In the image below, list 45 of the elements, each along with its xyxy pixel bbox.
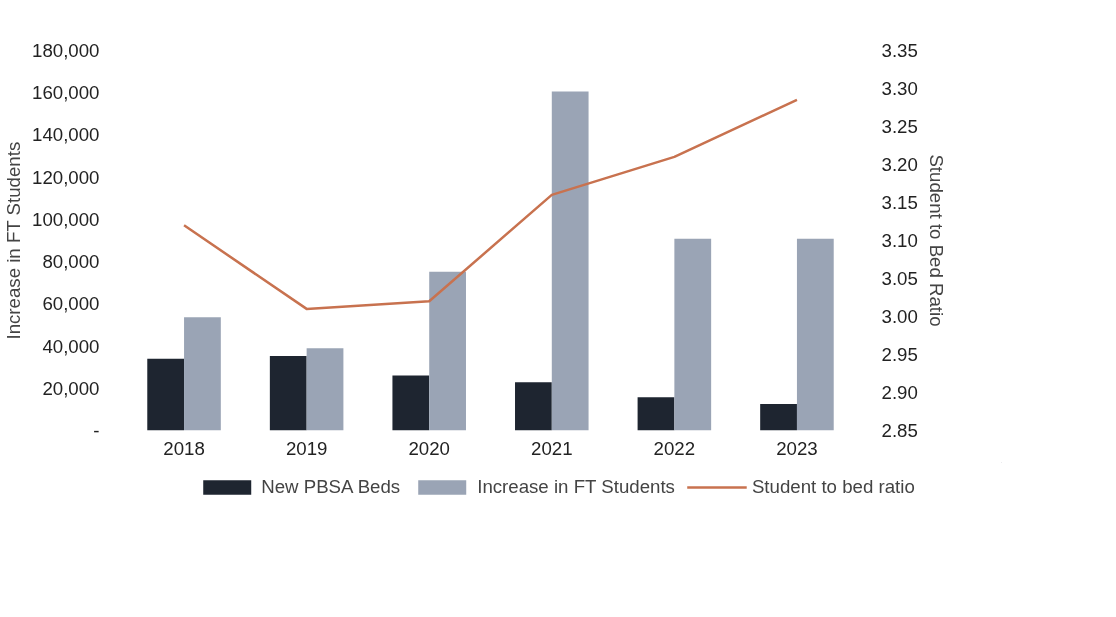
legend-label: Student to bed ratio [751,476,915,498]
y2-tick-label: 2.85 [881,420,918,441]
bar [306,348,344,431]
y-tick-label: 20,000 [42,377,100,399]
y2-tick-label: 3.15 [881,192,918,213]
bar [551,91,589,431]
y-tick-label: 180,000 [32,40,100,61]
y2-tick-label: 3.10 [881,230,918,251]
y2-axis-title: Student to Bed Ratio [925,154,947,327]
bar [184,317,221,431]
y-tick-label: 160,000 [32,82,100,104]
x-tick-label: 2018 [163,437,205,459]
y2-tick-label: 3.05 [881,268,918,289]
y2-tick-label: 2.90 [881,382,918,403]
y2-tick-label: 3.20 [881,154,918,175]
x-tick-label: 2019 [285,437,328,459]
y-tick-label: 120,000 [32,166,100,188]
y-tick-label: 40,000 [42,335,100,357]
y2-tick-label: 3.35 [881,40,918,61]
bar [269,355,307,431]
bar [515,382,552,431]
x-tick-label: 2022 [653,437,696,459]
y2-tick-label: 2.95 [881,344,918,365]
bar [147,358,185,431]
bar [674,238,712,431]
y-tick-label: 80,000 [42,251,100,273]
y-tick-label: - [93,420,100,441]
bar [392,375,430,431]
y-tick-label: 140,000 [32,124,100,146]
y-tick-label: 60,000 [42,293,100,315]
y-axis-title: Increase in FT Students [3,141,25,340]
bar [796,238,834,431]
x-tick-label: 2020 [408,437,450,459]
x-tick-label: 2021 [531,437,573,459]
bar [637,397,675,431]
y-tick-label: 100,000 [32,208,100,230]
legend-label: New PBSA Beds [261,476,401,498]
line-series [182,98,799,311]
y2-tick-label: 3.25 [881,116,918,137]
x-tick-label: 2023 [776,437,818,459]
y2-tick-label: 3.30 [881,78,918,99]
y2-tick-label: 3.00 [881,306,918,327]
legend-label: Increase in FT Students [477,476,675,498]
bar [429,271,466,431]
bar [760,404,797,431]
